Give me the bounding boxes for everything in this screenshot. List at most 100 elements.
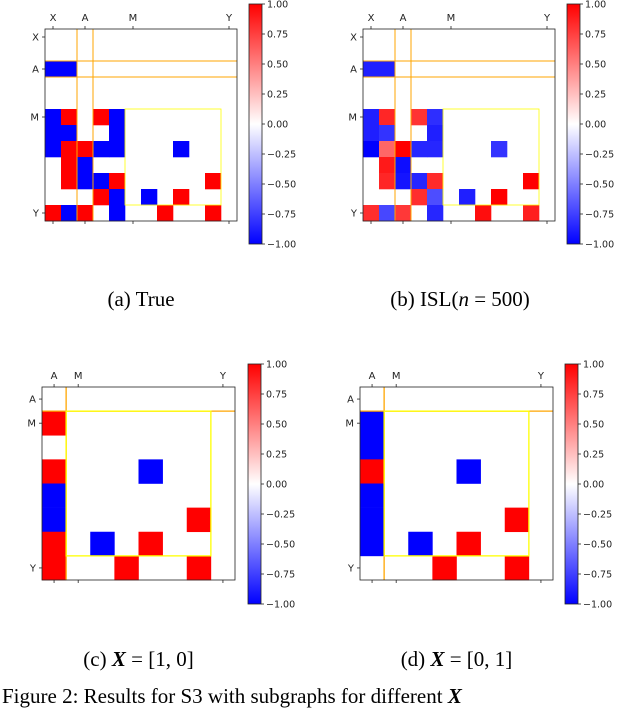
colorbar-tick-label: 0.75 bbox=[267, 30, 288, 41]
heatmap-cell bbox=[45, 205, 62, 222]
y-tick-label: M bbox=[27, 419, 36, 430]
plot-frame bbox=[362, 28, 556, 222]
caption-b: (b) ISL(n = 500) bbox=[340, 287, 580, 312]
yellow-box bbox=[124, 108, 222, 206]
heatmap-cell bbox=[427, 189, 444, 206]
y-tick-label: A bbox=[350, 65, 357, 76]
colorbar-tick-label: 1.00 bbox=[266, 360, 287, 371]
heatmap-cell bbox=[395, 141, 412, 158]
heatmap-cell bbox=[427, 173, 444, 190]
heatmap-cell bbox=[379, 141, 396, 158]
heatmap-cell bbox=[427, 109, 444, 126]
heatmap-cell bbox=[61, 205, 78, 222]
heatmap-cell bbox=[61, 157, 78, 174]
heatmap-cell bbox=[173, 141, 190, 158]
x-tick-label: X bbox=[50, 13, 57, 24]
caption-eq: = [0, 1] bbox=[444, 647, 513, 671]
x-tick-label: M bbox=[447, 13, 456, 24]
heatmap-cell bbox=[61, 109, 78, 126]
heatmap-cell bbox=[395, 157, 412, 174]
figure-caption-var: X bbox=[447, 684, 462, 708]
heatmap-cell bbox=[157, 205, 174, 222]
figure-caption-text: Figure 2: Results for S3 with subgraphs … bbox=[2, 684, 448, 708]
colorbar-tick-label: −0.75 bbox=[267, 210, 296, 221]
x-tick-label: Y bbox=[225, 13, 233, 24]
y-tick-label: M bbox=[30, 113, 39, 124]
colorbar bbox=[566, 3, 581, 245]
heatmap-cell bbox=[42, 411, 67, 436]
colorbar-tick-label: 0.75 bbox=[585, 30, 606, 41]
heatmap-cell bbox=[504, 507, 530, 533]
colorbar bbox=[248, 3, 263, 245]
heatmap-cell bbox=[427, 125, 444, 142]
figure-caption: Figure 2: Results for S3 with subgraphs … bbox=[0, 684, 618, 709]
heatmap-cell bbox=[363, 141, 380, 158]
heatmap-d: A A M M Y Y 1.00 0.75 0.50 0.25 0.00 −0.25 −0.50 −0.7… bbox=[345, 360, 612, 611]
heatmap-cell bbox=[395, 173, 412, 190]
heatmap-cell bbox=[379, 125, 396, 142]
colorbar-tick-label: −0.50 bbox=[267, 180, 296, 191]
colorbar-tick-label: 0.75 bbox=[266, 390, 287, 401]
caption-var: X bbox=[430, 647, 445, 671]
caption-c: (c) X = [1, 0] bbox=[42, 647, 235, 672]
caption-a: (a) True bbox=[45, 287, 237, 312]
heatmap-cell bbox=[379, 173, 396, 190]
heatmap-b: XX A A M M Y Y 1.00 0.75 0.50 0.25 0.00 −0.25 −0.50 −0… bbox=[348, 0, 614, 251]
heatmap-cell bbox=[360, 531, 385, 557]
heatmap-cell bbox=[42, 507, 67, 533]
heatmap-cell bbox=[411, 189, 428, 206]
heatmap-cell bbox=[186, 555, 212, 581]
caption-label: (a) bbox=[107, 287, 131, 311]
yellow-box bbox=[383, 410, 530, 557]
heatmap-cell bbox=[186, 507, 212, 533]
y-tick-label: M bbox=[345, 419, 354, 430]
heatmap-cell bbox=[363, 125, 380, 142]
colorbar-tick-label: −0.25 bbox=[585, 150, 614, 161]
heatmap-a: XX A A M M Y Y 1.00 0.75 0.50 0.25 0.00 −0.25 −0.50 −0… bbox=[30, 0, 296, 251]
colorbar-tick-label: −1.00 bbox=[266, 600, 295, 611]
heatmap-cell bbox=[138, 531, 163, 557]
colorbar-tick-label: 0.00 bbox=[583, 480, 604, 491]
colorbar-tick-label: 0.50 bbox=[266, 420, 287, 431]
heatmap-cell bbox=[77, 141, 94, 158]
y-tick-label: A bbox=[347, 395, 354, 406]
heatmap-cell bbox=[42, 531, 67, 557]
x-tick-label: A bbox=[82, 13, 89, 24]
plot-frame bbox=[359, 386, 554, 581]
x-tick-label: A bbox=[400, 13, 407, 24]
caption-label: (b) ISL( bbox=[390, 287, 459, 311]
heatmap-cell bbox=[77, 157, 94, 174]
caption-eq: = 500) bbox=[468, 287, 530, 311]
heatmap-cell bbox=[109, 109, 126, 126]
heatmap-cell bbox=[504, 555, 530, 581]
heatmap-cell bbox=[45, 125, 62, 142]
y-tick-label: X bbox=[32, 33, 39, 44]
y-tick-label: Y bbox=[29, 563, 37, 574]
heatmap-cell bbox=[360, 411, 385, 436]
x-tick-label: Y bbox=[219, 371, 227, 382]
colorbar-tick-label: −0.50 bbox=[583, 540, 612, 551]
heatmap-cell bbox=[77, 205, 94, 222]
x-tick-label: M bbox=[392, 371, 401, 382]
colorbar-tick-label: 0.25 bbox=[583, 450, 604, 461]
heatmap-cell bbox=[61, 61, 78, 78]
y-tick-label: A bbox=[29, 395, 36, 406]
heatmap-cell bbox=[109, 125, 126, 142]
heatmap-cell bbox=[491, 189, 508, 206]
colorbar-tick-label: 0.50 bbox=[267, 60, 288, 71]
heatmap-cell bbox=[475, 205, 492, 222]
heatmap-cell bbox=[45, 141, 62, 158]
colorbar-tick-label: −0.25 bbox=[267, 150, 296, 161]
heatmap-cell bbox=[45, 61, 62, 78]
x-tick-label: Y bbox=[543, 13, 551, 24]
colorbar-tick-label: −0.75 bbox=[585, 210, 614, 221]
heatmap-cell bbox=[395, 205, 412, 222]
heatmap-cell bbox=[93, 141, 110, 158]
yellow-box bbox=[65, 410, 212, 557]
heatmap-c: A A M M Y Y 1.00 0.75 0.50 0.25 0.00 −0.25 −0.50 −0.7… bbox=[27, 360, 295, 611]
heatmap-cell bbox=[379, 157, 396, 174]
heatmap-cell bbox=[432, 555, 457, 581]
colorbar-tick-label: 0.25 bbox=[585, 90, 606, 101]
colorbar-tick-label: 1.00 bbox=[583, 360, 604, 371]
heatmap-cell bbox=[456, 531, 481, 557]
